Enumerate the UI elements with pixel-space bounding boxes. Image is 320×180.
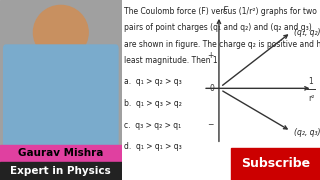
Text: F: F (222, 6, 228, 15)
Bar (0, 162, 122, 180)
Text: c.  q₃ > q₂ > q₁: c. q₃ > q₂ > q₁ (124, 121, 181, 130)
Text: Subscribe: Subscribe (241, 157, 310, 170)
Text: r²: r² (308, 94, 314, 103)
FancyBboxPatch shape (4, 45, 118, 151)
Text: 1: 1 (308, 77, 313, 86)
Text: Gaurav Mishra: Gaurav Mishra (18, 148, 103, 158)
Text: (q₂, q₃): (q₂, q₃) (294, 128, 320, 137)
Text: least magnitude. Then 1: least magnitude. Then 1 (124, 56, 217, 65)
Text: d.  q₁ > q₁ > q₃: d. q₁ > q₁ > q₃ (124, 142, 181, 151)
Text: The Coulomb force (F) versus (1/r²) graphs for two: The Coulomb force (F) versus (1/r²) grap… (124, 7, 316, 16)
Bar (0, 145, 122, 162)
Text: are shown in figure. The charge q₂ is positive and has: are shown in figure. The charge q₂ is po… (124, 40, 320, 49)
Text: pairs of point charges (q₁ and q₂) and (q₂ and q₃): pairs of point charges (q₁ and q₂) and (… (124, 23, 311, 32)
Text: b.  q₁ > q₃ > q₂: b. q₁ > q₃ > q₂ (124, 99, 181, 108)
Text: +: + (208, 51, 214, 60)
Text: −: − (208, 120, 214, 129)
Text: (q₁, q₂): (q₁, q₂) (294, 28, 320, 37)
Text: Expert in Physics: Expert in Physics (11, 166, 111, 176)
Bar (231, 148, 320, 180)
Bar (0, 0, 122, 148)
Ellipse shape (33, 5, 88, 59)
Text: a.  q₁ > q₂ > q₃: a. q₁ > q₂ > q₃ (124, 77, 181, 86)
Text: 0: 0 (209, 84, 214, 93)
